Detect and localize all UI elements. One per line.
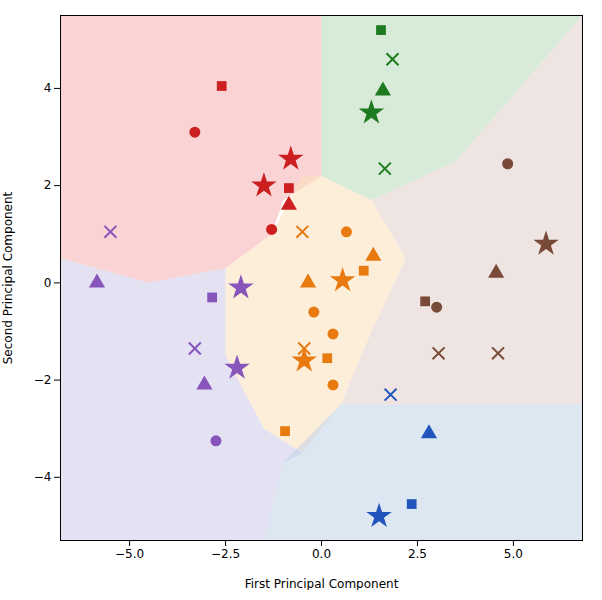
svg-text:Second Principal Component: Second Principal Component	[1, 191, 15, 364]
svg-text:5.0: 5.0	[504, 547, 523, 561]
svg-text:2.5: 2.5	[408, 547, 427, 561]
svg-text:0: 0	[44, 276, 52, 290]
svg-text:−4: −4	[34, 470, 52, 484]
svg-text:−2.5: −2.5	[211, 547, 240, 561]
svg-text:0.0: 0.0	[312, 547, 331, 561]
svg-text:4: 4	[44, 81, 52, 95]
svg-text:2: 2	[44, 178, 52, 192]
svg-text:First Principal Component: First Principal Component	[245, 577, 399, 591]
svg-text:−5.0: −5.0	[115, 547, 144, 561]
svg-text:−2: −2	[34, 373, 52, 387]
